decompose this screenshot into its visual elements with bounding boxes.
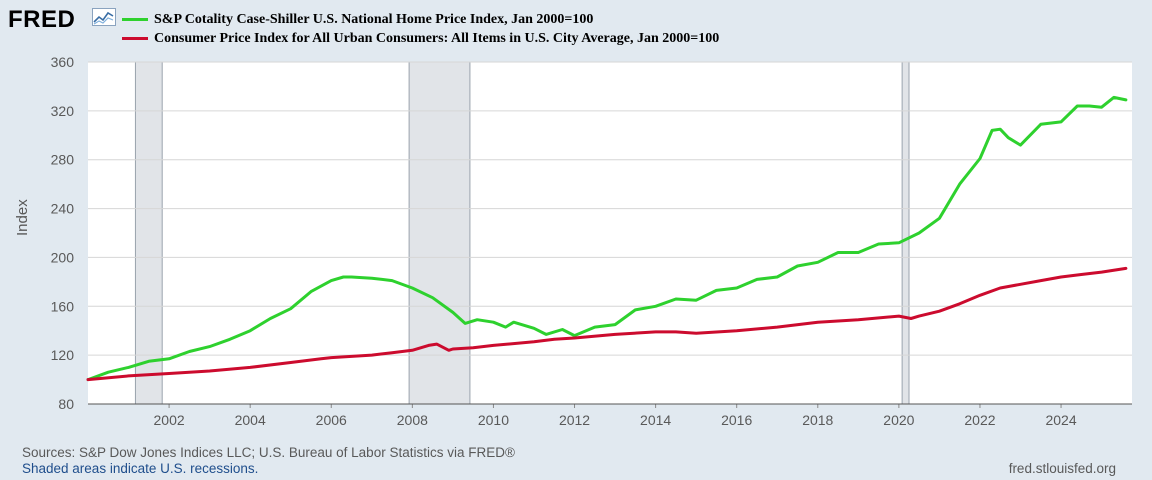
x-tick-label-2024: 2024 <box>1045 412 1076 428</box>
site-url[interactable]: fred.stlouisfed.org <box>1008 461 1116 476</box>
line-chart: 80 120 160 200 240 280 320 360 2002 2004 2006 2008 2… <box>51 54 1132 428</box>
plot-area <box>88 62 1132 404</box>
y-tick-label-240: 240 <box>51 201 75 217</box>
x-tick-label-2004: 2004 <box>235 412 266 428</box>
y-tick-label-160: 160 <box>51 298 75 314</box>
legend-item-home-price[interactable]: S&P Cotality Case-Shiller U.S. National … <box>122 10 719 29</box>
x-tick-label-2014: 2014 <box>640 412 671 428</box>
x-tick-label-2012: 2012 <box>559 412 590 428</box>
chart-sources: Sources: S&P Dow Jones Indices LLC; U.S.… <box>22 445 515 477</box>
y-tick-label-200: 200 <box>51 249 75 265</box>
y-tick-label-280: 280 <box>51 152 75 168</box>
x-tick-label-2008: 2008 <box>397 412 428 428</box>
y-tick-label-120: 120 <box>51 347 75 363</box>
y-tick-label-360: 360 <box>51 54 75 70</box>
legend-item-cpi[interactable]: Consumer Price Index for All Urban Consu… <box>122 29 719 48</box>
legend-swatch-cpi <box>122 37 148 40</box>
fred-logo[interactable]: FRED <box>8 6 76 33</box>
y-tick-label-320: 320 <box>51 103 75 119</box>
legend-label-home-price: S&P Cotality Case-Shiller U.S. National … <box>154 11 594 27</box>
y-tick-label-80: 80 <box>58 396 74 412</box>
chart-legend: S&P Cotality Case-Shiller U.S. National … <box>122 10 719 48</box>
recession-band-1 <box>408 61 471 405</box>
x-tick-label-2002: 2002 <box>154 412 185 428</box>
legend-swatch-home-price <box>122 18 148 21</box>
series-line-home-price <box>86 95 1128 382</box>
series-line-cpi <box>86 266 1128 382</box>
recession-note: Shaded areas indicate U.S. recessions. <box>22 461 259 476</box>
x-tick-label-2022: 2022 <box>964 412 995 428</box>
sources-text: Sources: S&P Dow Jones Indices LLC; U.S.… <box>22 445 515 460</box>
trend-line-icon <box>92 8 116 26</box>
legend-label-cpi: Consumer Price Index for All Urban Consu… <box>154 30 720 46</box>
x-tick-label-2018: 2018 <box>802 412 833 428</box>
recession-band-0 <box>134 61 163 405</box>
x-tick-label-2016: 2016 <box>721 412 752 428</box>
x-tick-label-2020: 2020 <box>883 412 914 428</box>
recession-band-2 <box>901 61 910 405</box>
x-tick-label-2010: 2010 <box>478 412 509 428</box>
x-tick-label-2006: 2006 <box>316 412 347 428</box>
